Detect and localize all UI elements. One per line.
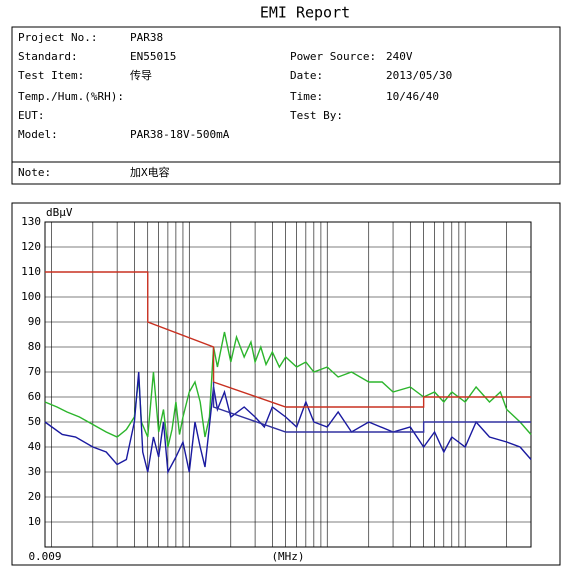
y-tick-label: 40 (28, 440, 41, 453)
field-label: EUT: (18, 109, 45, 122)
y-tick-label: 70 (28, 365, 41, 378)
field-value: 传导 (130, 69, 152, 82)
field-label: Time: (290, 90, 323, 103)
y-tick-label: 90 (28, 315, 41, 328)
field-value: 2013/05/30 (386, 69, 452, 82)
field-label: Temp./Hum.(%RH): (18, 90, 124, 103)
x-tick-label: 0.009 (28, 550, 61, 563)
y-tick-label: 110 (21, 265, 41, 278)
field-value: EN55015 (130, 50, 176, 63)
field-value: PAR38 (130, 31, 163, 44)
plot-area (44, 221, 532, 548)
y-tick-label: 80 (28, 340, 41, 353)
chart-box (11, 202, 561, 566)
field-label: Standard: (18, 50, 78, 63)
info-box (11, 26, 561, 185)
field-label: Test By: (290, 109, 343, 122)
field-label: Test Item: (18, 69, 84, 82)
y-tick-label: 60 (28, 390, 41, 403)
x-axis-label: (MHz) (271, 550, 304, 563)
field-value: 240V (386, 50, 413, 63)
field-label: Date: (290, 69, 323, 82)
field-label: Model: (18, 128, 58, 141)
trace (212, 382, 531, 433)
field-value: PAR38-18V-500mA (130, 128, 230, 141)
field-label: Project No.: (18, 31, 97, 44)
field-value: 10/46/40 (386, 90, 439, 103)
y-tick-label: 10 (28, 515, 41, 528)
report-title: EMI Report (260, 4, 350, 22)
y-tick-label: 20 (28, 490, 41, 503)
y-tick-label: 30 (28, 465, 41, 478)
note-value: 加X电容 (130, 165, 170, 179)
y-axis-label: dBμV (46, 206, 73, 219)
field-label: Power Source: (290, 50, 376, 63)
trace (44, 371, 532, 475)
y-tick-label: 130 (21, 215, 41, 228)
y-tick-label: 120 (21, 240, 41, 253)
note-label: Note: (18, 166, 51, 179)
y-tick-label: 50 (28, 415, 41, 428)
y-tick-label: 100 (21, 290, 41, 303)
